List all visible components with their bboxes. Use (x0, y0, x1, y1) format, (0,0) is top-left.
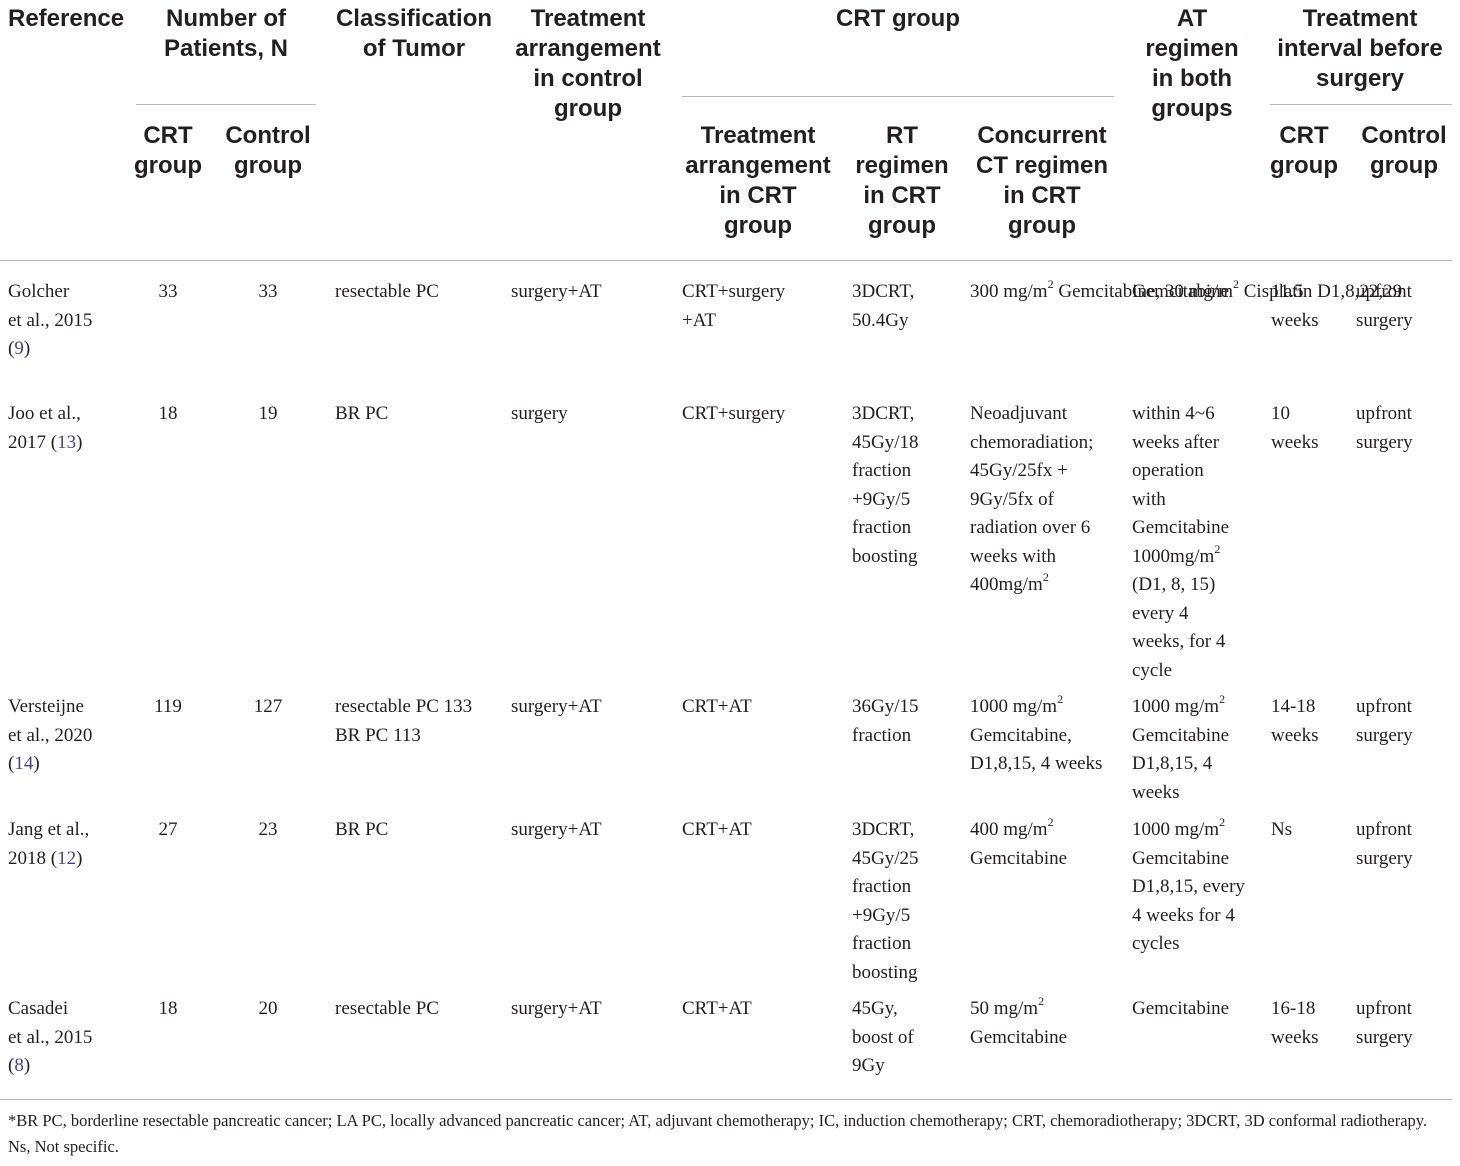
cell-ct-regimen: 300 mg/m2 Gemcitabine, 30 mg/m2 Cisplati… (970, 277, 1403, 302)
header-reference: Reference (8, 5, 125, 32)
header-treatment-interval: Treatment interval before surgery (1277, 5, 1443, 92)
table-row-reference: Joo et al., 2017 (13) (8, 403, 83, 453)
cell-control-arrangement: surgery+AT (511, 998, 602, 1019)
cell-crt-arrangement: CRT+AT (682, 819, 752, 840)
cell-interval-crt: 14-18 weeks (1271, 696, 1319, 746)
superscript-exponent: 2 (1233, 277, 1239, 291)
cell-interval-control: upfront surgery (1356, 998, 1413, 1048)
cell-interval-control: upfront surgery (1356, 819, 1413, 869)
cell-ct-regimen: 400 mg/m2 Gemcitabine (970, 815, 1068, 869)
citation-link[interactable]: 14 (14, 753, 34, 774)
cell-n-control: 23 (258, 819, 278, 840)
cell-classification: resectable PC (335, 281, 439, 302)
header-bottom-rule (0, 260, 1452, 261)
cell-at-regimen: Gemcitabine (1132, 998, 1230, 1019)
cell-interval-crt: Ns (1271, 819, 1293, 840)
header-number-of-patients: Number of Patients, N (163, 5, 289, 62)
cell-interval-crt: 11.5 weeks (1271, 281, 1319, 331)
cell-classification: BR PC (335, 819, 389, 840)
cell-n-control: 19 (258, 403, 278, 424)
table-row-reference: Casadei et al., 2015 (8) (8, 998, 93, 1076)
cell-interval-crt: 10 weeks (1271, 403, 1319, 453)
cell-classification: resectable PC (335, 998, 439, 1019)
cell-control-arrangement: surgery (511, 403, 568, 424)
cell-n-crt: 18 (158, 403, 178, 424)
cell-interval-control: upfront surgery (1356, 281, 1413, 331)
subheader-interval-crt: CRT group (1270, 122, 1338, 179)
header-crt-group: CRT group (836, 5, 960, 32)
subheader-interval-control: Control group (1361, 122, 1447, 179)
superscript-exponent: 2 (1042, 570, 1049, 584)
cell-crt-arrangement: CRT+AT (682, 998, 752, 1019)
cell-at-regimen: Gemcitabine (1132, 281, 1230, 302)
citation-link[interactable]: 9 (14, 338, 24, 359)
cell-n-crt: 119 (154, 696, 182, 717)
subheader-rt-regimen: RT regimen in CRT group (855, 122, 949, 239)
cell-crt-arrangement: CRT+AT (682, 696, 752, 717)
cell-interval-control: upfront surgery (1356, 403, 1413, 453)
spanner-rule-patients (136, 104, 316, 105)
superscript-exponent: 2 (1047, 815, 1054, 829)
subheader-patients-control: Control group (225, 122, 311, 179)
superscript-exponent: 2 (1038, 994, 1045, 1008)
cell-control-arrangement: surgery+AT (511, 281, 602, 302)
cell-at-regimen: 1000 mg/m2 Gemcitabine D1,8,15, 4 weeks (1132, 692, 1230, 803)
table-bottom-rule (0, 1099, 1452, 1100)
cell-at-regimen: 1000 mg/m2 Gemcitabine D1,8,15, every 4 … (1132, 815, 1245, 954)
cell-rt-regimen: 3DCRT, 50.4Gy (852, 281, 915, 331)
header-at-regimen: AT regimen in both groups (1145, 5, 1239, 122)
cell-interval-control: upfront surgery (1356, 696, 1413, 746)
cell-classification: resectable PC 133 BR PC 113 (335, 696, 473, 746)
cell-control-arrangement: surgery+AT (511, 819, 602, 840)
header-classification: Classification of Tumor (335, 5, 493, 62)
citation-link[interactable]: 12 (57, 847, 77, 869)
subheader-crt-arrangement: Treatment arrangement in CRT group (685, 122, 831, 239)
cell-rt-regimen: 3DCRT, 45Gy/18 fraction +9Gy/5 fraction … (852, 403, 919, 567)
table-row-reference: Versteijne et al., 2020 (14) (8, 696, 93, 774)
cell-control-arrangement: surgery+AT (511, 696, 602, 717)
cell-ct-regimen: Neoadjuvant chemoradiation; 45Gy/25fx + … (970, 403, 1094, 595)
cell-n-control: 33 (258, 281, 278, 302)
cell-n-control: 127 (253, 696, 283, 717)
cell-crt-arrangement: CRT+surgery (682, 403, 786, 424)
cell-rt-regimen: 45Gy, boost of 9Gy (852, 998, 914, 1076)
superscript-exponent: 2 (1057, 692, 1064, 706)
header-control-arrangement: Treatment arrangement in control group (515, 5, 661, 122)
subheader-patients-crt: CRT group (134, 122, 202, 179)
cell-ct-regimen: 50 mg/m2 Gemcitabine (970, 994, 1068, 1048)
cell-classification: BR PC (335, 403, 389, 424)
cell-n-control: 20 (258, 998, 278, 1019)
subheader-ct-regimen: Concurrent CT regimen in CRT group (975, 122, 1109, 239)
cell-n-crt: 27 (158, 819, 178, 840)
superscript-exponent: 2 (1047, 277, 1054, 291)
spanner-rule-crt-group (682, 96, 1114, 97)
superscript-exponent: 2 (1214, 541, 1221, 556)
table-row-reference: Jang et al., 2018 (12) (8, 819, 90, 869)
cell-at-regimen: within 4~6 weeks after operation with Ge… (1132, 403, 1230, 681)
superscript-exponent: 2 (1219, 692, 1226, 706)
citation-link[interactable]: 8 (14, 1055, 24, 1076)
cell-ct-regimen: 1000 mg/m2 Gemcitabine, D1,8,15, 4 weeks (970, 692, 1103, 774)
citation-link[interactable]: 13 (57, 431, 77, 453)
cell-rt-regimen: 3DCRT, 45Gy/25 fraction +9Gy/5 fraction … (852, 819, 919, 983)
table-footnote: *BR PC, borderline resectable pancreatic… (8, 1111, 1428, 1156)
superscript-exponent: 2 (1219, 815, 1226, 829)
cell-rt-regimen: 36Gy/15 fraction (852, 696, 919, 746)
cell-n-crt: 18 (158, 998, 178, 1019)
cell-crt-arrangement: CRT+surgery +AT (682, 281, 786, 331)
table-row-reference: Golcher et al., 2015 (9) (8, 281, 93, 359)
spanner-rule-interval (1270, 104, 1452, 105)
cell-n-crt: 33 (158, 281, 178, 302)
cell-interval-crt: 16-18 weeks (1271, 998, 1319, 1048)
